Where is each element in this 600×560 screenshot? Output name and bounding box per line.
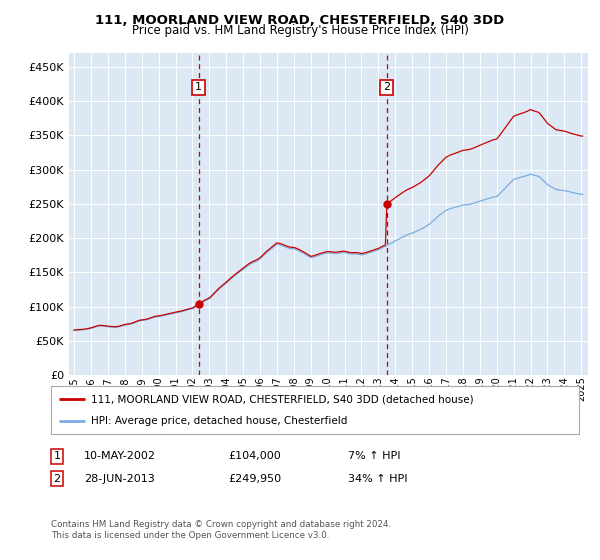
Text: 34% ↑ HPI: 34% ↑ HPI: [348, 474, 407, 484]
Text: 7% ↑ HPI: 7% ↑ HPI: [348, 451, 401, 461]
Text: Contains HM Land Registry data © Crown copyright and database right 2024.: Contains HM Land Registry data © Crown c…: [51, 520, 391, 529]
Text: 2: 2: [53, 474, 61, 484]
Text: 111, MOORLAND VIEW ROAD, CHESTERFIELD, S40 3DD: 111, MOORLAND VIEW ROAD, CHESTERFIELD, S…: [95, 14, 505, 27]
Text: 111, MOORLAND VIEW ROAD, CHESTERFIELD, S40 3DD (detached house): 111, MOORLAND VIEW ROAD, CHESTERFIELD, S…: [91, 394, 473, 404]
Text: 1: 1: [53, 451, 61, 461]
Text: £249,950: £249,950: [228, 474, 281, 484]
Text: 2: 2: [383, 82, 390, 92]
Text: This data is licensed under the Open Government Licence v3.0.: This data is licensed under the Open Gov…: [51, 531, 329, 540]
Text: £104,000: £104,000: [228, 451, 281, 461]
Text: 28-JUN-2013: 28-JUN-2013: [84, 474, 155, 484]
Text: Price paid vs. HM Land Registry's House Price Index (HPI): Price paid vs. HM Land Registry's House …: [131, 24, 469, 37]
Text: HPI: Average price, detached house, Chesterfield: HPI: Average price, detached house, Ches…: [91, 416, 347, 426]
Text: 10-MAY-2002: 10-MAY-2002: [84, 451, 156, 461]
Text: 1: 1: [195, 82, 202, 92]
